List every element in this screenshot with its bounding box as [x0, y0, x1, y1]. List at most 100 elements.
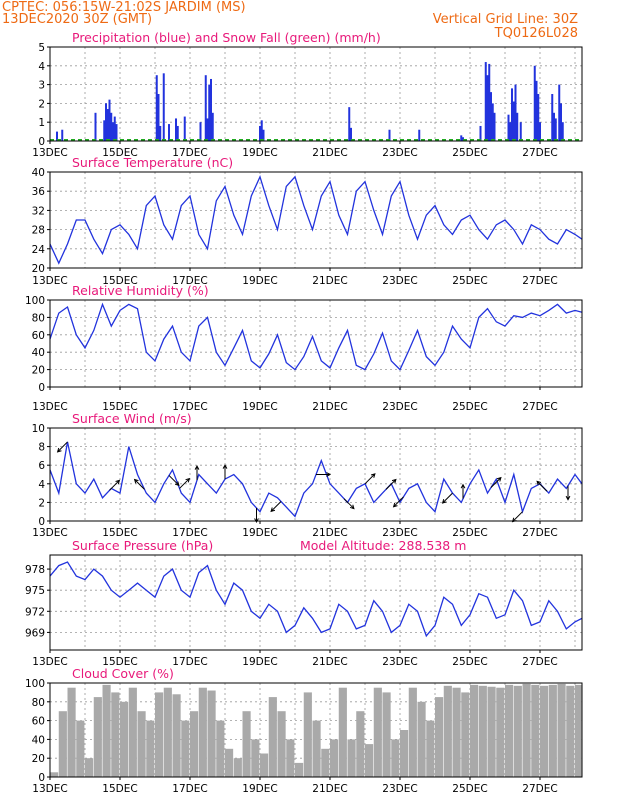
wind-xtick-label: 23DEC: [382, 527, 417, 539]
precip-bar: [388, 129, 391, 141]
cloud-bar: [365, 744, 374, 777]
humidity-line: [49, 302, 583, 371]
precip-bar: [418, 129, 421, 141]
cloud-ytick-label: 20: [32, 753, 45, 765]
cloud-bar: [356, 711, 365, 777]
cloud-bar: [198, 687, 207, 777]
cloud-bar: [268, 697, 277, 777]
cloud-bar: [522, 683, 531, 777]
precip-xtick-label: 27DEC: [522, 147, 557, 159]
cloud-bar: [155, 692, 164, 777]
cloud-bar: [67, 687, 76, 777]
pressure-xtick-label: 25DEC: [452, 656, 487, 668]
temperature-xtick-label: 23DEC: [382, 275, 417, 287]
wind-arrow: [133, 478, 145, 490]
cloud-xtick-label: 27DEC: [522, 783, 557, 795]
cloud-bar: [50, 772, 59, 777]
precip-bar: [199, 122, 202, 141]
cloud-bar: [120, 701, 129, 777]
precip-bar: [108, 99, 111, 141]
wind-arrow: [316, 472, 332, 477]
cloud-bar: [207, 690, 216, 777]
cloud-bar: [435, 697, 444, 777]
cloud-bar: [496, 687, 505, 777]
cloud-bar: [181, 720, 190, 777]
cloud-bar: [111, 692, 120, 777]
wind-ytick-label: 0: [38, 516, 45, 528]
precip-title: Precipitation (blue) and Snow Fall (gree…: [72, 30, 381, 45]
cloud-bar: [470, 684, 479, 777]
wind-arrow: [565, 485, 571, 501]
humidity-ytick-label: 40: [32, 347, 45, 359]
cloud-bar: [373, 687, 382, 777]
cloud-bar: [487, 686, 496, 777]
pressure-xtick-label: 27DEC: [522, 656, 557, 668]
cloud-bar: [382, 692, 391, 777]
precip-bar: [162, 73, 165, 141]
cloud-bar: [557, 683, 566, 777]
pressure-ytick-label: 969: [25, 627, 45, 639]
wind-xtick-label: 13DEC: [32, 527, 67, 539]
precip-xtick-label: 15DEC: [102, 147, 137, 159]
precip-bar: [159, 125, 162, 141]
cloud-bar: [426, 720, 435, 777]
cloud-bar: [242, 711, 251, 777]
precip-bar: [115, 124, 118, 141]
humidity-xtick-label: 13DEC: [32, 401, 67, 413]
temperature-ytick-label: 28: [32, 225, 45, 237]
humidity-ytick-label: 100: [25, 295, 45, 307]
cloud-ytick-label: 60: [32, 716, 45, 728]
precip-bar: [519, 122, 522, 141]
precip-bar: [479, 125, 482, 141]
wind-ytick-label: 10: [32, 423, 45, 435]
wind-arrow: [179, 477, 191, 489]
cloud-bar: [102, 684, 111, 777]
cloud-bar: [347, 739, 356, 777]
wind-frame: [49, 427, 583, 522]
cloud-title: Cloud Cover (%): [72, 666, 174, 681]
precip-xtick-label: 23DEC: [382, 147, 417, 159]
cloud-bar: [505, 684, 514, 777]
cloud-bar: [330, 739, 339, 777]
humidity-ytick-label: 20: [32, 365, 45, 377]
precip-bar: [348, 107, 351, 141]
precip-frame: [49, 46, 583, 142]
precip-ytick-label: 4: [38, 61, 45, 73]
precip-bar: [484, 62, 487, 141]
temperature-ytick-label: 32: [32, 205, 45, 217]
humidity-title: Relative Humidity (%): [72, 283, 209, 298]
cloud-bar: [417, 701, 426, 777]
cloud-bar: [76, 720, 85, 777]
pressure-xtick-label: 15DEC: [102, 656, 137, 668]
pressure-ytick-label: 978: [25, 564, 45, 576]
precip-bar: [558, 84, 561, 141]
humidity-xtick-label: 25DEC: [452, 401, 487, 413]
wind-arrow: [392, 496, 404, 508]
precip-bar: [262, 129, 265, 141]
wind-ytick-label: 6: [38, 460, 45, 472]
precip-bar: [110, 112, 113, 141]
precip-bar: [113, 116, 116, 141]
panels: 0 1 2 3 4 5 13DEC 15DEC 17DEC 19DEC 21DEC 23DEC 25DE…: [25, 30, 583, 795]
wind-xtick-label: 19DEC: [242, 527, 277, 539]
wind-arrow: [194, 465, 200, 481]
wind-arrow: [441, 492, 453, 504]
date-line: 13DEC2020 30Z (GMT): [2, 12, 152, 27]
wind-arrow: [168, 475, 180, 487]
cloud-bar: [233, 758, 242, 777]
cloud-bar: [540, 685, 549, 777]
cloud-bar: [277, 711, 286, 777]
precip-xtick-label: 17DEC: [172, 147, 207, 159]
precip-xtick-label: 19DEC: [242, 147, 277, 159]
precip-xtick-label: 25DEC: [452, 147, 487, 159]
precip-bar: [533, 65, 536, 141]
precip-bar: [105, 103, 107, 141]
cloud-bar: [225, 748, 234, 777]
cloud-bar: [216, 720, 225, 777]
cloud-xtick-label: 21DEC: [312, 783, 347, 795]
precip-bar: [112, 122, 114, 141]
cloud-ytick-label: 0: [38, 772, 45, 784]
wind-title: Surface Wind (m/s): [72, 411, 192, 426]
precip-bar: [168, 124, 170, 141]
precip-bar: [259, 125, 261, 141]
